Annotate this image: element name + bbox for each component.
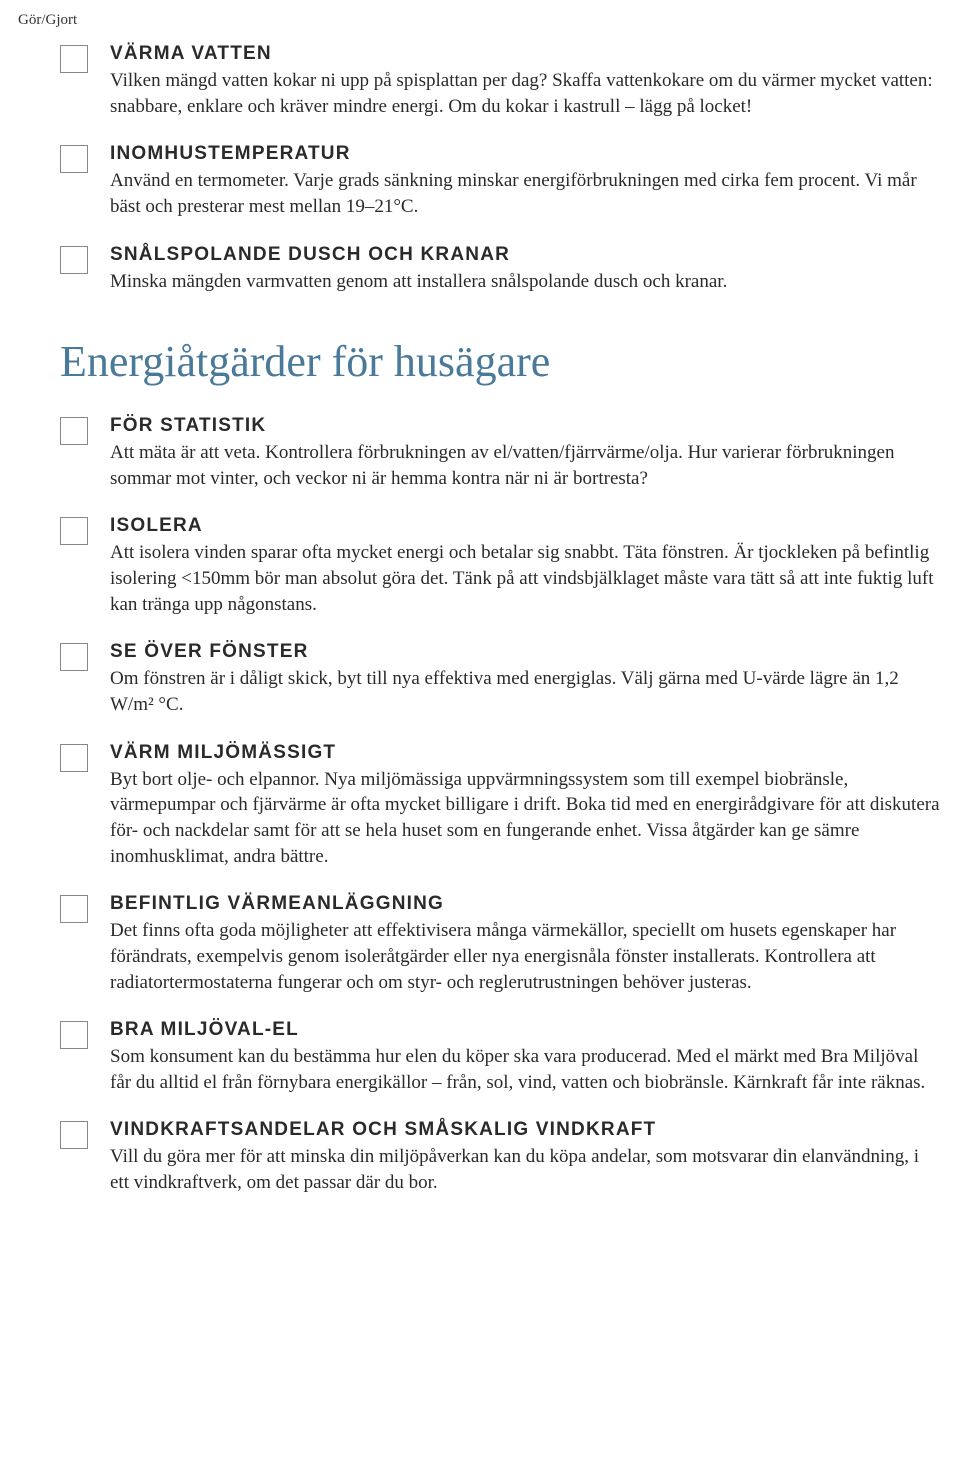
item-text: VINDKRAFTSANDELAR OCH SMÅSKALIG VINDKRAF…: [110, 1119, 942, 1195]
item-text: BRA MILJÖVAL-EL Som konsument kan du bes…: [110, 1019, 942, 1095]
checkbox[interactable]: [60, 517, 88, 545]
item-title: SNÅLSPOLANDE DUSCH OCH KRANAR: [110, 244, 940, 266]
item-text: INOMHUSTEMPERATUR Använd en termometer. …: [110, 143, 942, 219]
item-body: Byt bort olje- och elpannor. Nya miljömä…: [110, 767, 940, 870]
item-body: Det finns ofta goda möjligheter att effe…: [110, 918, 940, 995]
item-title: ISOLERA: [110, 515, 940, 537]
item-title: SE ÖVER FÖNSTER: [110, 641, 940, 663]
checkbox[interactable]: [60, 895, 88, 923]
item-title: VÄRM MILJÖMÄSSIGT: [110, 742, 940, 764]
item-body: Att mäta är att veta. Kontrollera förbru…: [110, 440, 940, 491]
checklist-item: BRA MILJÖVAL-EL Som konsument kan du bes…: [18, 1019, 942, 1095]
item-text: VÄRM MILJÖMÄSSIGT Byt bort olje- och elp…: [110, 742, 942, 870]
checkbox[interactable]: [60, 145, 88, 173]
checkbox[interactable]: [60, 246, 88, 274]
item-text: VÄRMA VATTEN Vilken mängd vatten kokar n…: [110, 43, 942, 119]
item-body: Minska mängden varmvatten genom att inst…: [110, 269, 940, 295]
checklist-item: SE ÖVER FÖNSTER Om fönstren är i dåligt …: [18, 641, 942, 717]
item-body: Att isolera vinden sparar ofta mycket en…: [110, 540, 940, 617]
section-heading: Energiåtgärder för husägare: [60, 336, 942, 387]
checklist-item: VÄRMA VATTEN Vilken mängd vatten kokar n…: [18, 43, 942, 119]
checkbox[interactable]: [60, 1021, 88, 1049]
corner-label: Gör/Gjort: [18, 12, 942, 29]
checkbox[interactable]: [60, 45, 88, 73]
item-text: ISOLERA Att isolera vinden sparar ofta m…: [110, 515, 942, 617]
item-body: Vill du göra mer för att minska din milj…: [110, 1144, 940, 1195]
checklist-item: FÖR STATISTIK Att mäta är att veta. Kont…: [18, 415, 942, 491]
item-title: VÄRMA VATTEN: [110, 43, 940, 65]
item-body: Om fönstren är i dåligt skick, byt till …: [110, 666, 940, 717]
checklist-item: VINDKRAFTSANDELAR OCH SMÅSKALIG VINDKRAF…: [18, 1119, 942, 1195]
item-title: BEFINTLIG VÄRMEANLÄGGNING: [110, 893, 940, 915]
item-body: Använd en termometer. Varje grads sänkni…: [110, 168, 940, 219]
top-items-group: VÄRMA VATTEN Vilken mängd vatten kokar n…: [18, 43, 942, 294]
item-body: Som konsument kan du bestämma hur elen d…: [110, 1044, 940, 1095]
item-title: FÖR STATISTIK: [110, 415, 940, 437]
checkbox[interactable]: [60, 1121, 88, 1149]
item-title: VINDKRAFTSANDELAR OCH SMÅSKALIG VINDKRAF…: [110, 1119, 940, 1141]
checklist-item: SNÅLSPOLANDE DUSCH OCH KRANAR Minska män…: [18, 244, 942, 295]
item-title: INOMHUSTEMPERATUR: [110, 143, 940, 165]
bottom-items-group: FÖR STATISTIK Att mäta är att veta. Kont…: [18, 415, 942, 1196]
item-text: FÖR STATISTIK Att mäta är att veta. Kont…: [110, 415, 942, 491]
item-text: SE ÖVER FÖNSTER Om fönstren är i dåligt …: [110, 641, 942, 717]
checklist-item: BEFINTLIG VÄRMEANLÄGGNING Det finns ofta…: [18, 893, 942, 995]
checkbox[interactable]: [60, 744, 88, 772]
checklist-item: VÄRM MILJÖMÄSSIGT Byt bort olje- och elp…: [18, 742, 942, 870]
checkbox[interactable]: [60, 417, 88, 445]
item-title: BRA MILJÖVAL-EL: [110, 1019, 940, 1041]
checklist-item: INOMHUSTEMPERATUR Använd en termometer. …: [18, 143, 942, 219]
item-body: Vilken mängd vatten kokar ni upp på spis…: [110, 68, 940, 119]
item-text: SNÅLSPOLANDE DUSCH OCH KRANAR Minska män…: [110, 244, 942, 295]
item-text: BEFINTLIG VÄRMEANLÄGGNING Det finns ofta…: [110, 893, 942, 995]
checklist-item: ISOLERA Att isolera vinden sparar ofta m…: [18, 515, 942, 617]
checkbox[interactable]: [60, 643, 88, 671]
